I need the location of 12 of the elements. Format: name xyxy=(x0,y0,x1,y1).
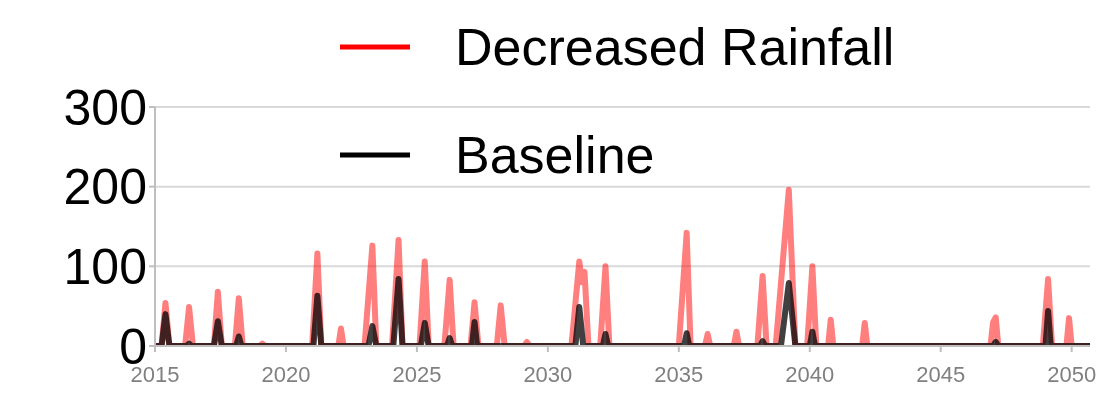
x-tick-label: 2030 xyxy=(523,361,573,387)
y-tick-label: 200 xyxy=(63,159,147,216)
x-tick-label: 2040 xyxy=(785,361,835,387)
legend-label: Baseline xyxy=(455,125,655,185)
x-tick-label: 2025 xyxy=(392,361,442,387)
legend-label: Decreased Rainfall xyxy=(455,17,895,77)
x-tick-label: 2050 xyxy=(1047,361,1097,387)
x-tick-label: 2020 xyxy=(261,361,311,387)
x-tick-label: 2035 xyxy=(654,361,704,387)
x-tick-label: 2045 xyxy=(916,361,966,387)
y-tick-label: 300 xyxy=(63,79,147,136)
y-tick-label: 100 xyxy=(63,239,147,296)
